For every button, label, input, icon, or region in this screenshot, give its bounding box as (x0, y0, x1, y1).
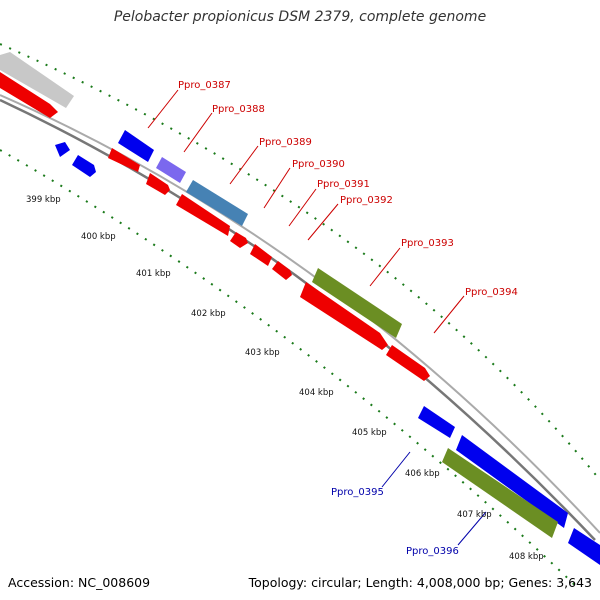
kbp-tick: 402 kbp (191, 309, 226, 319)
olive-feature (442, 448, 558, 538)
gc-track (0, 43, 600, 591)
kbp-tick: 407 kbp (457, 510, 492, 520)
reverse-cds-features (0, 72, 430, 381)
kbp-ticks: 399 kbp 400 kbp 401 kbp 402 kbp 403 kbp … (26, 195, 544, 562)
forward-cds-features (55, 130, 600, 565)
gene-labels: Ppro_0387 Ppro_0388 Ppro_0389 Ppro_0390 … (178, 80, 518, 557)
cds-feature (146, 173, 170, 195)
grey-feature (0, 52, 74, 108)
slateblue-feature (156, 157, 186, 183)
cds-feature (418, 406, 455, 438)
accession-label: Accession: NC_008609 (8, 575, 151, 590)
leader-lines (147, 89, 487, 546)
gene-label: Ppro_0388 (212, 104, 265, 115)
cds-feature (176, 194, 230, 236)
gene-label: Ppro_0395 (331, 487, 384, 498)
cds-feature (0, 72, 58, 118)
gene-label: Ppro_0387 (178, 80, 231, 91)
cds-feature (118, 130, 154, 162)
cds-feature (456, 435, 568, 528)
gene-label: Ppro_0391 (317, 179, 370, 190)
olive-feature (312, 268, 402, 338)
cds-feature (272, 261, 292, 280)
cds-feature (300, 282, 388, 350)
cds-feature (108, 148, 140, 172)
gene-label: Ppro_0396 (406, 546, 459, 557)
gene-label: Ppro_0394 (465, 287, 518, 298)
kbp-tick: 405 kbp (352, 428, 387, 438)
steelblue-feature (186, 180, 248, 226)
gc-track-inner (0, 149, 581, 591)
other-features (156, 157, 558, 538)
kbp-tick: 400 kbp (81, 232, 116, 242)
gene-label: Ppro_0393 (401, 238, 454, 249)
gc-track-outer (0, 43, 600, 481)
kbp-tick: 401 kbp (136, 269, 171, 279)
kbp-tick: 408 kbp (509, 552, 544, 562)
cds-feature (568, 528, 600, 565)
cds-feature (72, 155, 96, 177)
gene-label: Ppro_0392 (340, 195, 393, 206)
gene-label: Ppro_0389 (259, 137, 312, 148)
cds-feature (386, 345, 430, 381)
cds-feature (250, 244, 272, 266)
gene-label: Ppro_0390 (292, 159, 345, 170)
kbp-tick: 406 kbp (405, 469, 440, 479)
cds-feature (55, 142, 70, 157)
kbp-tick: 403 kbp (245, 348, 280, 358)
kbp-tick: 399 kbp (26, 195, 61, 205)
kbp-tick: 404 kbp (299, 388, 334, 398)
map-title: Pelobacter propionicus DSM 2379, complet… (113, 9, 487, 25)
genome-summary: Topology: circular; Length: 4,008,000 bp… (248, 575, 592, 590)
cds-feature (230, 232, 248, 248)
